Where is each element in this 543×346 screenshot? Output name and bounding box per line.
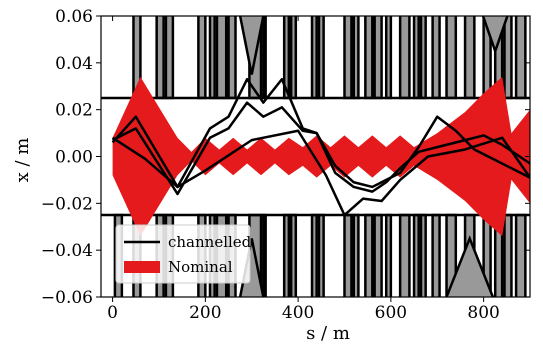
x-axis-label: s / m	[306, 323, 350, 344]
aperture-top	[398, 16, 411, 100]
aperture-bottom	[343, 213, 353, 297]
axes: 0 200 400 600 800 −0.06 −0.04 −0.02 0.00 0.02 0.04…	[41, 7, 531, 323]
trajectory-line	[111, 129, 530, 217]
y-tick-label: 0.00	[55, 148, 93, 168]
legend: channelled Nominal	[115, 224, 252, 284]
aperture-top	[164, 16, 175, 100]
y-axis-label: x / m	[12, 138, 33, 183]
y-tick-label: 0.04	[55, 54, 93, 74]
collimator-bottom	[445, 235, 495, 297]
aperture-top	[208, 16, 216, 100]
aperture-top	[227, 16, 237, 100]
aperture-top	[419, 16, 427, 100]
y-tick-label: −0.06	[41, 288, 93, 308]
aperture-top	[384, 16, 393, 100]
y-tick-label: −0.02	[41, 194, 93, 214]
aperture-bottom	[384, 213, 393, 297]
x-tick-label: 0	[107, 303, 118, 323]
x-tick-label: 200	[189, 303, 221, 323]
aperture-bottom	[317, 213, 325, 297]
aperture-bottom	[352, 213, 360, 297]
aperture-bottom	[514, 213, 527, 297]
aperture-top	[514, 16, 527, 100]
aperture-bottom	[262, 213, 267, 297]
aperture-bottom	[412, 213, 420, 297]
aperture-bottom	[282, 213, 291, 297]
aperture-top	[445, 16, 458, 100]
y-tick-label: 0.02	[55, 101, 93, 121]
x-tick-label: 600	[375, 303, 407, 323]
legend-band-swatch	[124, 261, 160, 273]
aperture-top	[197, 16, 207, 100]
aperture-top	[155, 16, 165, 100]
collimator-top	[238, 16, 265, 75]
y-tick-label: −0.04	[41, 241, 93, 261]
y-tick-label: 0.06	[55, 7, 93, 27]
aperture-top	[352, 16, 360, 100]
aperture-top	[373, 16, 383, 100]
aperture-top	[412, 16, 420, 100]
aperture-top	[262, 16, 267, 100]
aperture-top	[343, 16, 353, 100]
legend-entry-label: channelled	[168, 233, 252, 251]
trajectory-line	[111, 77, 530, 189]
aperture-bottom	[289, 213, 298, 297]
trajectory-line	[112, 101, 530, 196]
aperture-bottom	[419, 213, 427, 297]
aperture-top	[310, 16, 318, 100]
aperture-top	[364, 16, 374, 100]
aperture-top	[289, 16, 298, 100]
x-tick-label: 800	[467, 303, 499, 323]
aperture-top	[431, 16, 441, 100]
collimator-top	[481, 16, 509, 55]
nominal-envelope	[112, 76, 530, 237]
x-tick-label: 400	[282, 303, 314, 323]
aperture-bottom	[503, 213, 513, 297]
aperture-top	[463, 16, 476, 100]
aperture-top	[317, 16, 325, 100]
aperture-bottom	[364, 213, 374, 297]
legend-entry-label: Nominal	[168, 258, 233, 276]
aperture-top	[215, 16, 228, 100]
aperture-bottom	[431, 213, 441, 297]
aperture-bottom	[310, 213, 318, 297]
aperture-bottom	[398, 213, 411, 297]
aperture-bottom	[373, 213, 383, 297]
